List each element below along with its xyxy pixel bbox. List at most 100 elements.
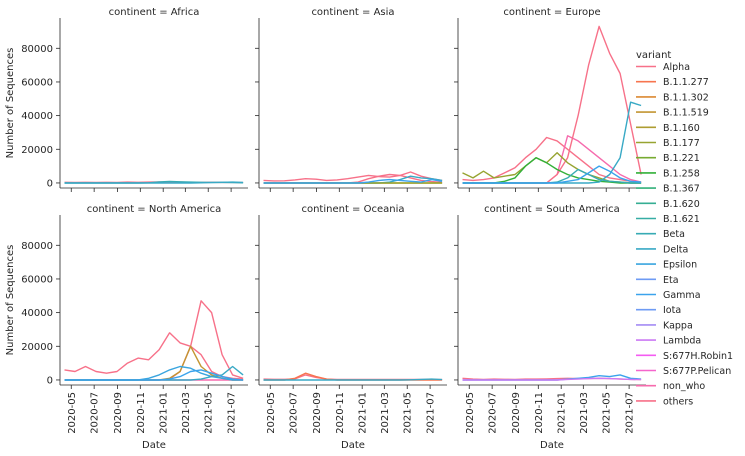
- x-tick-label: 2020-07: [289, 392, 300, 434]
- y-tick-label: 80000: [21, 44, 53, 55]
- x-tick-label: 2020-11: [534, 392, 545, 434]
- x-axis-label: Date: [341, 440, 365, 451]
- legend-item-eta: Eta: [636, 275, 679, 286]
- y-tick-label: 0: [47, 375, 53, 386]
- x-tick-label: 2021-03: [579, 392, 590, 434]
- legend-label: S:677H.Robin1: [663, 351, 733, 362]
- facet-south-america: continent = South America 2020-05 2020-07 2…: [454, 204, 646, 451]
- legend-item-delta: Delta: [636, 244, 688, 255]
- legend-label: Beta: [663, 229, 685, 240]
- legend-label: B.1.1.277: [663, 77, 709, 88]
- legend-item-b-1-621: B.1.621: [636, 214, 700, 225]
- legend-item-b-1-1-277: B.1.1.277: [636, 77, 709, 88]
- legend-label: B.1.1.519: [663, 108, 709, 119]
- facet-panels: continent = Africa 0 20000 40000 60000 80000 N…: [5, 7, 646, 451]
- x-tick-label: 2021-01: [557, 392, 568, 434]
- facet-title: continent = Europe: [503, 7, 600, 18]
- series-line-non-who: [462, 135, 642, 184]
- x-tick-label: 2021-03: [181, 392, 192, 434]
- legend-label: Delta: [663, 244, 688, 255]
- facet-title: continent = Asia: [311, 7, 394, 18]
- x-tick-label: 2021-07: [426, 392, 437, 434]
- x-tick-label: 2021-07: [625, 392, 636, 434]
- series-group: [462, 374, 642, 381]
- facet-asia: continent = Asia: [255, 7, 447, 192]
- facet-title: continent = North America: [87, 204, 222, 215]
- legend-title: variant: [636, 50, 671, 61]
- legend-item-b-1-160: B.1.160: [636, 123, 700, 134]
- series-line-others: [462, 136, 642, 183]
- x-tick-label: 2020-05: [465, 392, 476, 434]
- legend-label: Iota: [663, 305, 681, 316]
- x-axis-label: Date: [540, 440, 564, 451]
- x-tick-label: 2020-09: [511, 392, 522, 434]
- legend-item-iota: Iota: [636, 305, 681, 316]
- legend-item-s-677p-pelican: S:677P.Pelican: [636, 366, 731, 377]
- legend-label: Alpha: [663, 62, 690, 73]
- legend-label: B.1.258: [663, 168, 700, 179]
- legend-item-gamma: Gamma: [636, 290, 701, 301]
- legend-label: B.1.620: [663, 199, 700, 210]
- x-tick-label: 2020-09: [312, 392, 323, 434]
- y-tick-label: 40000: [21, 308, 53, 319]
- legend-item-s-677h-robin1: S:677H.Robin1: [636, 351, 733, 362]
- x-tick-label: 2020-07: [488, 392, 499, 434]
- x-tick-label: 2021-05: [403, 392, 414, 434]
- y-tick-label: 20000: [21, 342, 53, 353]
- series-line-alpha: [462, 25, 642, 184]
- legend-item-b-1-1-519: B.1.1.519: [636, 108, 709, 119]
- y-tick-label: 60000: [21, 274, 53, 285]
- legend-label: Epsilon: [663, 260, 697, 271]
- series-line-delta: [462, 101, 642, 184]
- x-tick-label: 2020-05: [266, 392, 277, 434]
- x-tick-label: 2021-01: [358, 392, 369, 434]
- legend-label: S:677P.Pelican: [663, 366, 731, 377]
- facet-title: continent = South America: [484, 204, 620, 215]
- y-axis-label: Number of Sequences: [5, 245, 16, 356]
- x-tick-label: 2020-11: [335, 392, 346, 434]
- legend-item-non-who: non_who: [636, 381, 705, 392]
- x-tick-label: 2021-05: [204, 392, 215, 434]
- x-axis-label: Date: [142, 440, 166, 451]
- legend-label: B.1.160: [663, 123, 700, 134]
- legend-label: B.1.1.302: [663, 92, 709, 103]
- legend-label: B.1.221: [663, 153, 700, 164]
- legend-item-b-1-177: B.1.177: [636, 138, 700, 149]
- legend-label: Gamma: [663, 290, 701, 301]
- facet-title: continent = Africa: [109, 7, 200, 18]
- legend-item-lambda: Lambda: [636, 336, 701, 347]
- y-tick-label: 40000: [21, 111, 53, 122]
- series-group: [64, 180, 244, 184]
- legend-label: Eta: [663, 275, 679, 286]
- legend-item-beta: Beta: [636, 229, 685, 240]
- legend-item-epsilon: Epsilon: [636, 260, 697, 271]
- legend-label: B.1.367: [663, 184, 700, 195]
- series-line-gamma: [462, 165, 642, 184]
- series-line-delta: [263, 378, 443, 381]
- series-line-gamma: [263, 178, 443, 184]
- facet-oceania: continent = Oceania 2020-05 2020-07 2020-09…: [255, 204, 447, 451]
- x-tick-label: 2020-07: [90, 392, 101, 434]
- series-group: [462, 25, 642, 184]
- y-tick-label: 0: [47, 178, 53, 189]
- series-line-delta: [64, 181, 244, 184]
- x-tick-label: 2020-05: [67, 392, 78, 434]
- series-line-gamma: [64, 369, 244, 381]
- x-tick-label: 2021-03: [380, 392, 391, 434]
- y-tick-label: 80000: [21, 241, 53, 252]
- legend: variant Alpha B.1.1.277 B.1.1.302 B.1.1.519…: [636, 50, 733, 407]
- legend-label: others: [663, 396, 693, 407]
- legend-item-b-1-367: B.1.367: [636, 184, 700, 195]
- legend-item-b-1-620: B.1.620: [636, 199, 700, 210]
- x-tick-label: 2021-05: [602, 392, 613, 434]
- facet-title: continent = Oceania: [301, 204, 404, 215]
- facet-europe: continent = Europe: [454, 7, 646, 192]
- x-tick-label: 2021-01: [159, 392, 170, 434]
- facet-north-america: continent = North America 0 20000 40000 6000…: [5, 204, 248, 451]
- series-group: [64, 300, 244, 381]
- legend-label: B.1.621: [663, 214, 700, 225]
- series-group: [263, 171, 443, 184]
- legend-item-kappa: Kappa: [636, 320, 693, 331]
- legend-label: Kappa: [663, 320, 693, 331]
- series-line-others: [64, 332, 244, 380]
